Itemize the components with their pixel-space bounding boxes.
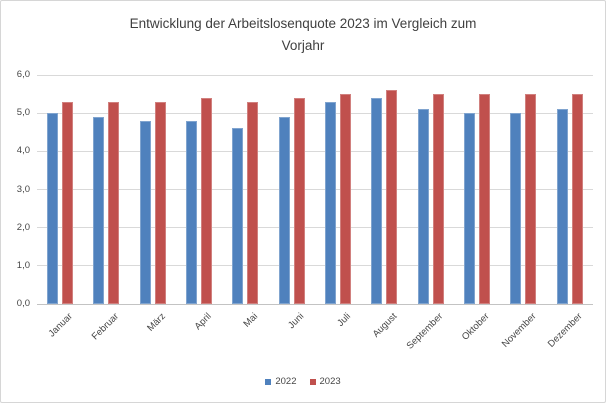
x-axis-label-april: April (192, 311, 214, 333)
x-axis-label-januar: Januar (46, 311, 75, 340)
x-axis-label-november: November (499, 311, 539, 350)
bar-2023-mai (247, 101, 259, 304)
y-axis-tick-label: 6,0 (16, 69, 30, 80)
y-axis-tick-label: 5,0 (16, 107, 30, 119)
bar-group-juni (269, 75, 315, 304)
bar-group-dezember (547, 75, 593, 304)
x-axis-label-juni: Juni (286, 311, 307, 332)
bar-group-oktober (454, 75, 500, 304)
bar-2023-april (201, 97, 213, 304)
bar-2022-april (186, 120, 198, 304)
bar-2022-august (371, 97, 383, 304)
y-axis-tick-label: 2,0 (16, 221, 30, 233)
gridline-2,0 (37, 227, 593, 229)
y-axis-tick-label: 3,0 (16, 183, 30, 195)
gridline-1,0 (37, 265, 593, 267)
bar-2022-dezember (556, 109, 568, 304)
chart-title: Entwicklung der Arbeitslosenquote 2023 i… (1, 13, 605, 57)
bar-2022-januar (47, 113, 59, 304)
x-axis-label-oktober: Oktober (460, 311, 492, 343)
legend-marker-2023 (309, 378, 316, 385)
gridline-3,0 (37, 189, 593, 190)
x-axis-line (37, 303, 593, 305)
gridline-6,0 (37, 74, 593, 76)
bar-2022-märz (139, 120, 151, 304)
chart-title-line-1: Entwicklung der Arbeitslosenquote 2023 i… (129, 16, 477, 31)
bar-group-april (176, 75, 222, 304)
bar-2023-januar (62, 101, 74, 304)
x-axis-label-dezember: Dezember (545, 311, 585, 350)
bar-2023-august (386, 90, 398, 304)
bar-2023-februar (108, 101, 120, 304)
y-axis-tick-label: 4,0 (16, 145, 30, 157)
bar-2022-juli (325, 101, 337, 304)
bar-group-januar (37, 75, 83, 304)
y-axis-tick-label: 1,0 (16, 259, 30, 271)
bar-2022-september (417, 109, 429, 304)
bar-2022-juni (278, 117, 290, 304)
x-axis-label-september: September (404, 311, 446, 352)
bar-2022-oktober (464, 113, 476, 304)
bar-group-mai (222, 75, 268, 304)
legend-label-2023: 2023 (319, 376, 341, 387)
y-axis-tick-label: 0,0 (16, 298, 30, 309)
bar-2023-juni (293, 97, 305, 304)
plot-area (37, 74, 593, 305)
bar-group-september (408, 75, 454, 304)
chart-title-line-2: Vorjahr (281, 38, 325, 53)
legend-marker-2022 (265, 378, 272, 385)
legend-item-2023: 2023 (309, 376, 341, 387)
bar-2023-märz (154, 101, 166, 304)
gridline-5,0 (37, 112, 593, 114)
bar-group-februar (83, 75, 129, 304)
gridline-4,0 (37, 150, 593, 152)
x-axis-label-märz: März (144, 311, 168, 334)
x-axis-label-august: August (370, 311, 400, 340)
bar-2022-februar (93, 117, 105, 304)
bar-2023-oktober (479, 94, 491, 304)
legend-label-2022: 2022 (275, 376, 297, 387)
bar-2023-september (432, 94, 444, 304)
legend: 2022 2023 (1, 376, 605, 387)
bar-2023-juli (340, 94, 352, 304)
bar-2022-november (510, 113, 522, 304)
x-axis-label-juli: Juli (335, 311, 353, 329)
bar-2023-november (525, 94, 537, 304)
bar-group-november (500, 75, 546, 304)
x-axis-label-mai: Mai (241, 311, 261, 330)
legend-item-2022: 2022 (265, 376, 297, 387)
bar-2023-dezember (571, 94, 583, 304)
bar-group-juli (315, 75, 361, 304)
x-axis-label-februar: Februar (89, 311, 122, 343)
bar-group-august (361, 75, 407, 304)
bar-2022-mai (232, 128, 244, 304)
bar-group-märz (130, 75, 176, 304)
